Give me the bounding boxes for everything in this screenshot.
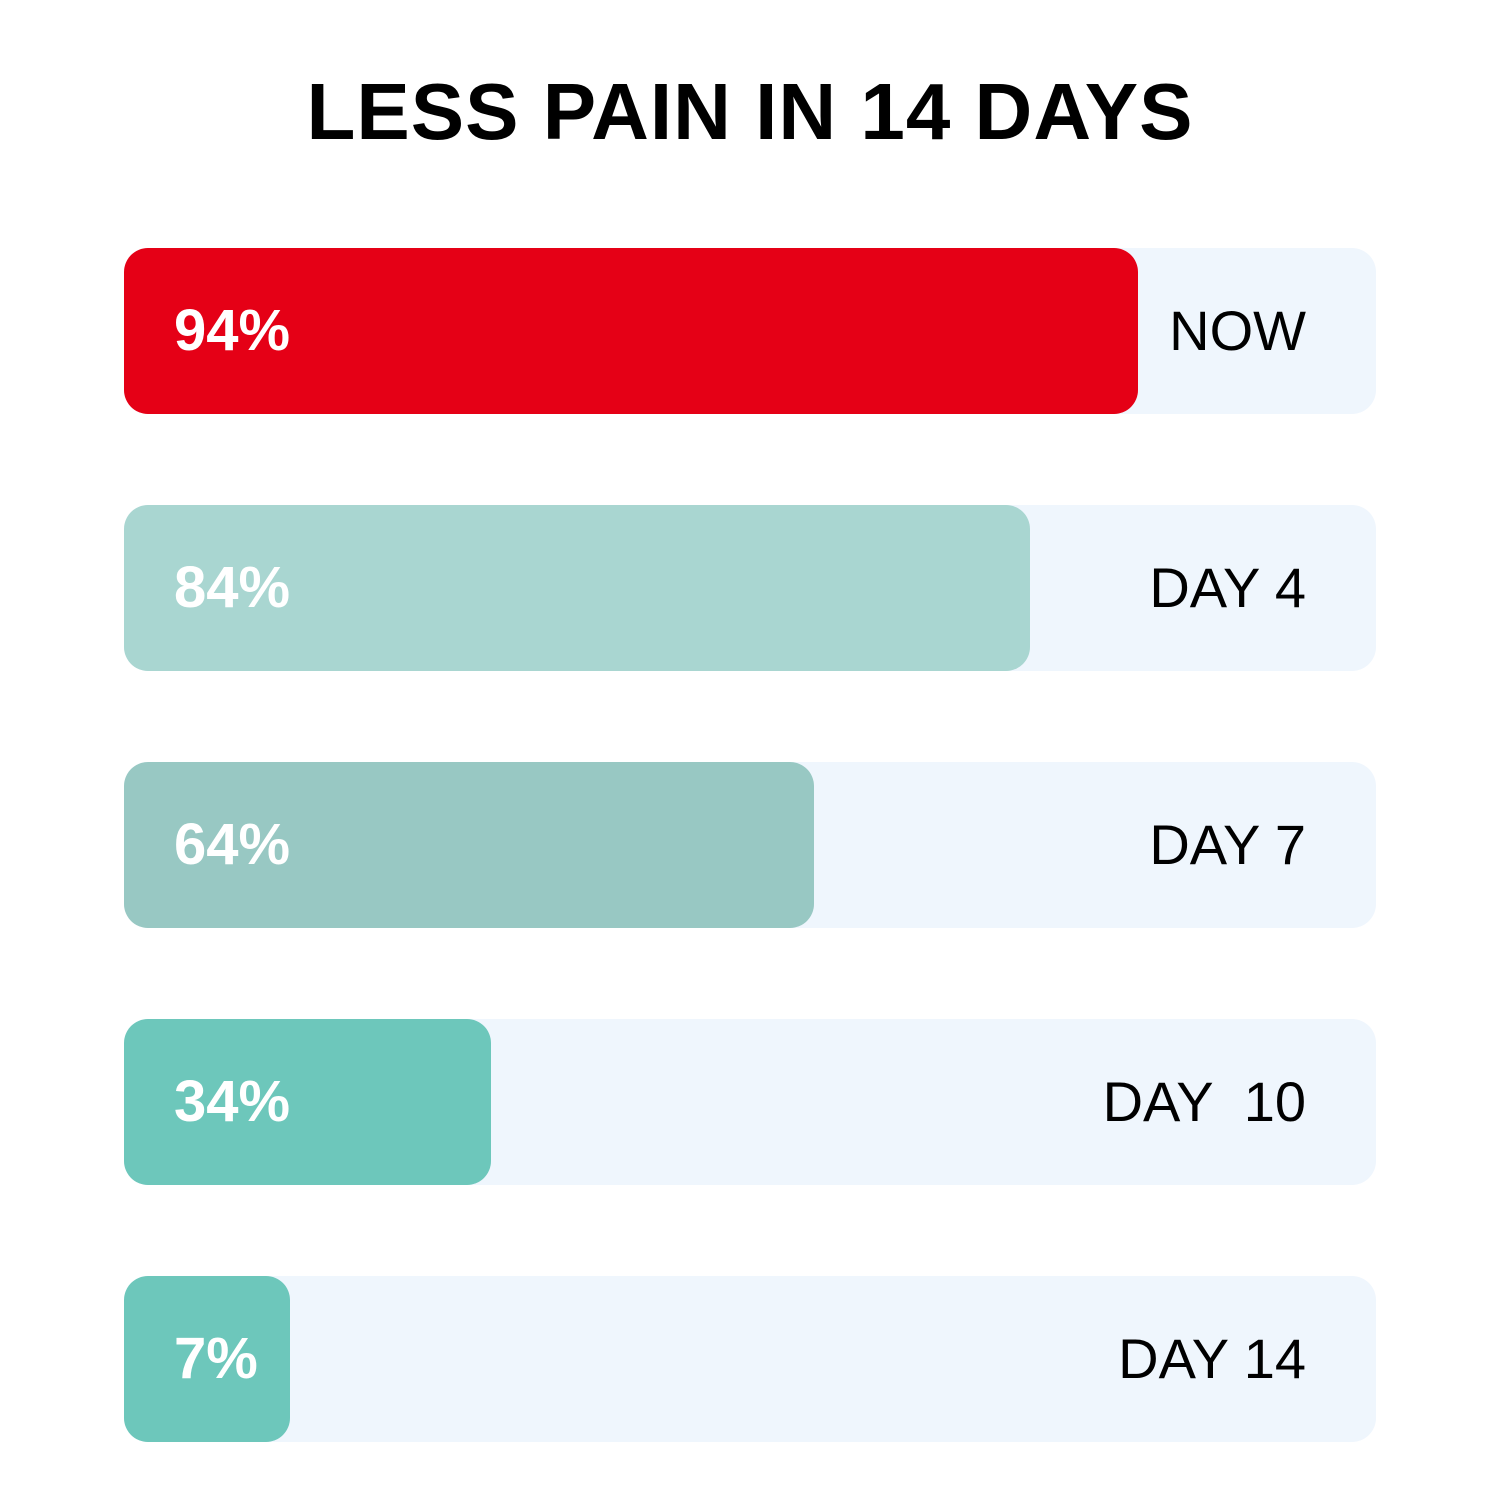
bar-row: 7% DAY 14 (124, 1276, 1376, 1442)
bar-fill (124, 1276, 290, 1442)
bar-category-label: DAY 7 (1149, 813, 1306, 876)
bar-value-label: 7% (174, 1326, 258, 1391)
bar-fill (124, 505, 1030, 671)
bar-fill (124, 1019, 491, 1185)
bar-fill (124, 248, 1138, 414)
bar-category-label: DAY 10 (1102, 1070, 1306, 1133)
bar-track (124, 1276, 1376, 1442)
bar-category-label: NOW (1169, 299, 1306, 362)
bar-value-label: 84% (174, 555, 291, 620)
bar-value-label: 64% (174, 812, 291, 877)
bar-chart: 94% NOW 84% DAY 4 64% DAY 7 34% DAY 10 7… (124, 248, 1376, 1442)
bar-row: 94% NOW (124, 248, 1376, 414)
bar-row: 84% DAY 4 (124, 505, 1376, 671)
bar-value-label: 34% (174, 1069, 291, 1134)
bar-row: 64% DAY 7 (124, 762, 1376, 928)
bar-fill (124, 762, 814, 928)
bar-category-label: DAY 14 (1118, 1327, 1306, 1390)
chart-title: LESS PAIN IN 14 DAYS (306, 67, 1194, 156)
bar-value-label: 94% (174, 298, 291, 363)
bar-category-label: DAY 4 (1149, 556, 1306, 619)
bar-row: 34% DAY 10 (124, 1019, 1376, 1185)
